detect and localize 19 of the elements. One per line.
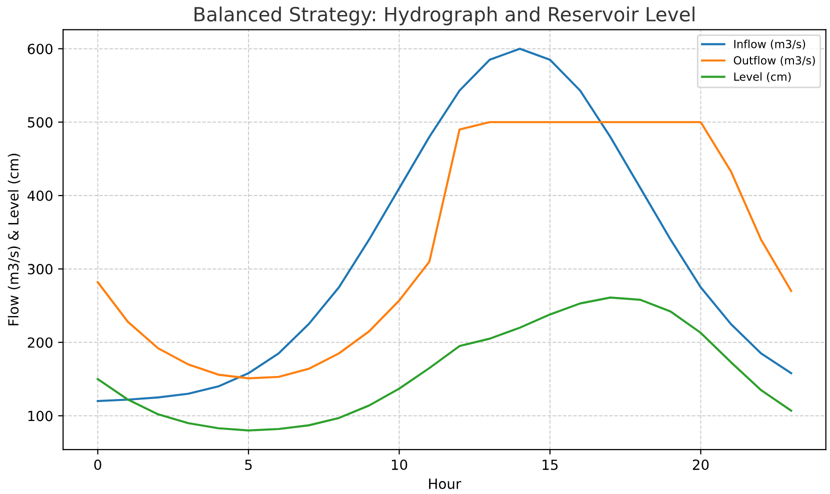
legend-label: Inflow (m3/s)	[734, 40, 806, 50]
x-tick-label: 10	[392, 460, 408, 470]
y-tick-label: 200	[28, 337, 52, 348]
x-axis-title: Hour	[429, 478, 462, 490]
x-tick-label: 15	[542, 460, 558, 470]
y-tick-label: 600	[28, 44, 52, 54]
x-tick-label: 5	[245, 460, 252, 470]
chart-title: Balanced Strategy: Hydrograph and Reservoir Level	[194, 6, 694, 26]
y-axis-title: Flow (m3/s) & Level (cm)	[8, 154, 20, 326]
y-tick-label: 100	[28, 410, 52, 422]
x-tick-label: 0	[94, 460, 102, 470]
y-tick-label: 300	[28, 264, 52, 274]
line-series	[96, 296, 792, 432]
legend-label: Outflow (m3/s)	[734, 56, 815, 66]
line-series	[96, 121, 792, 380]
y-tick-label: 400	[28, 190, 52, 202]
x-tick-label: 20	[692, 460, 709, 470]
legend-label: Level (cm)	[734, 72, 791, 82]
y-tick-label: 500	[28, 117, 52, 128]
